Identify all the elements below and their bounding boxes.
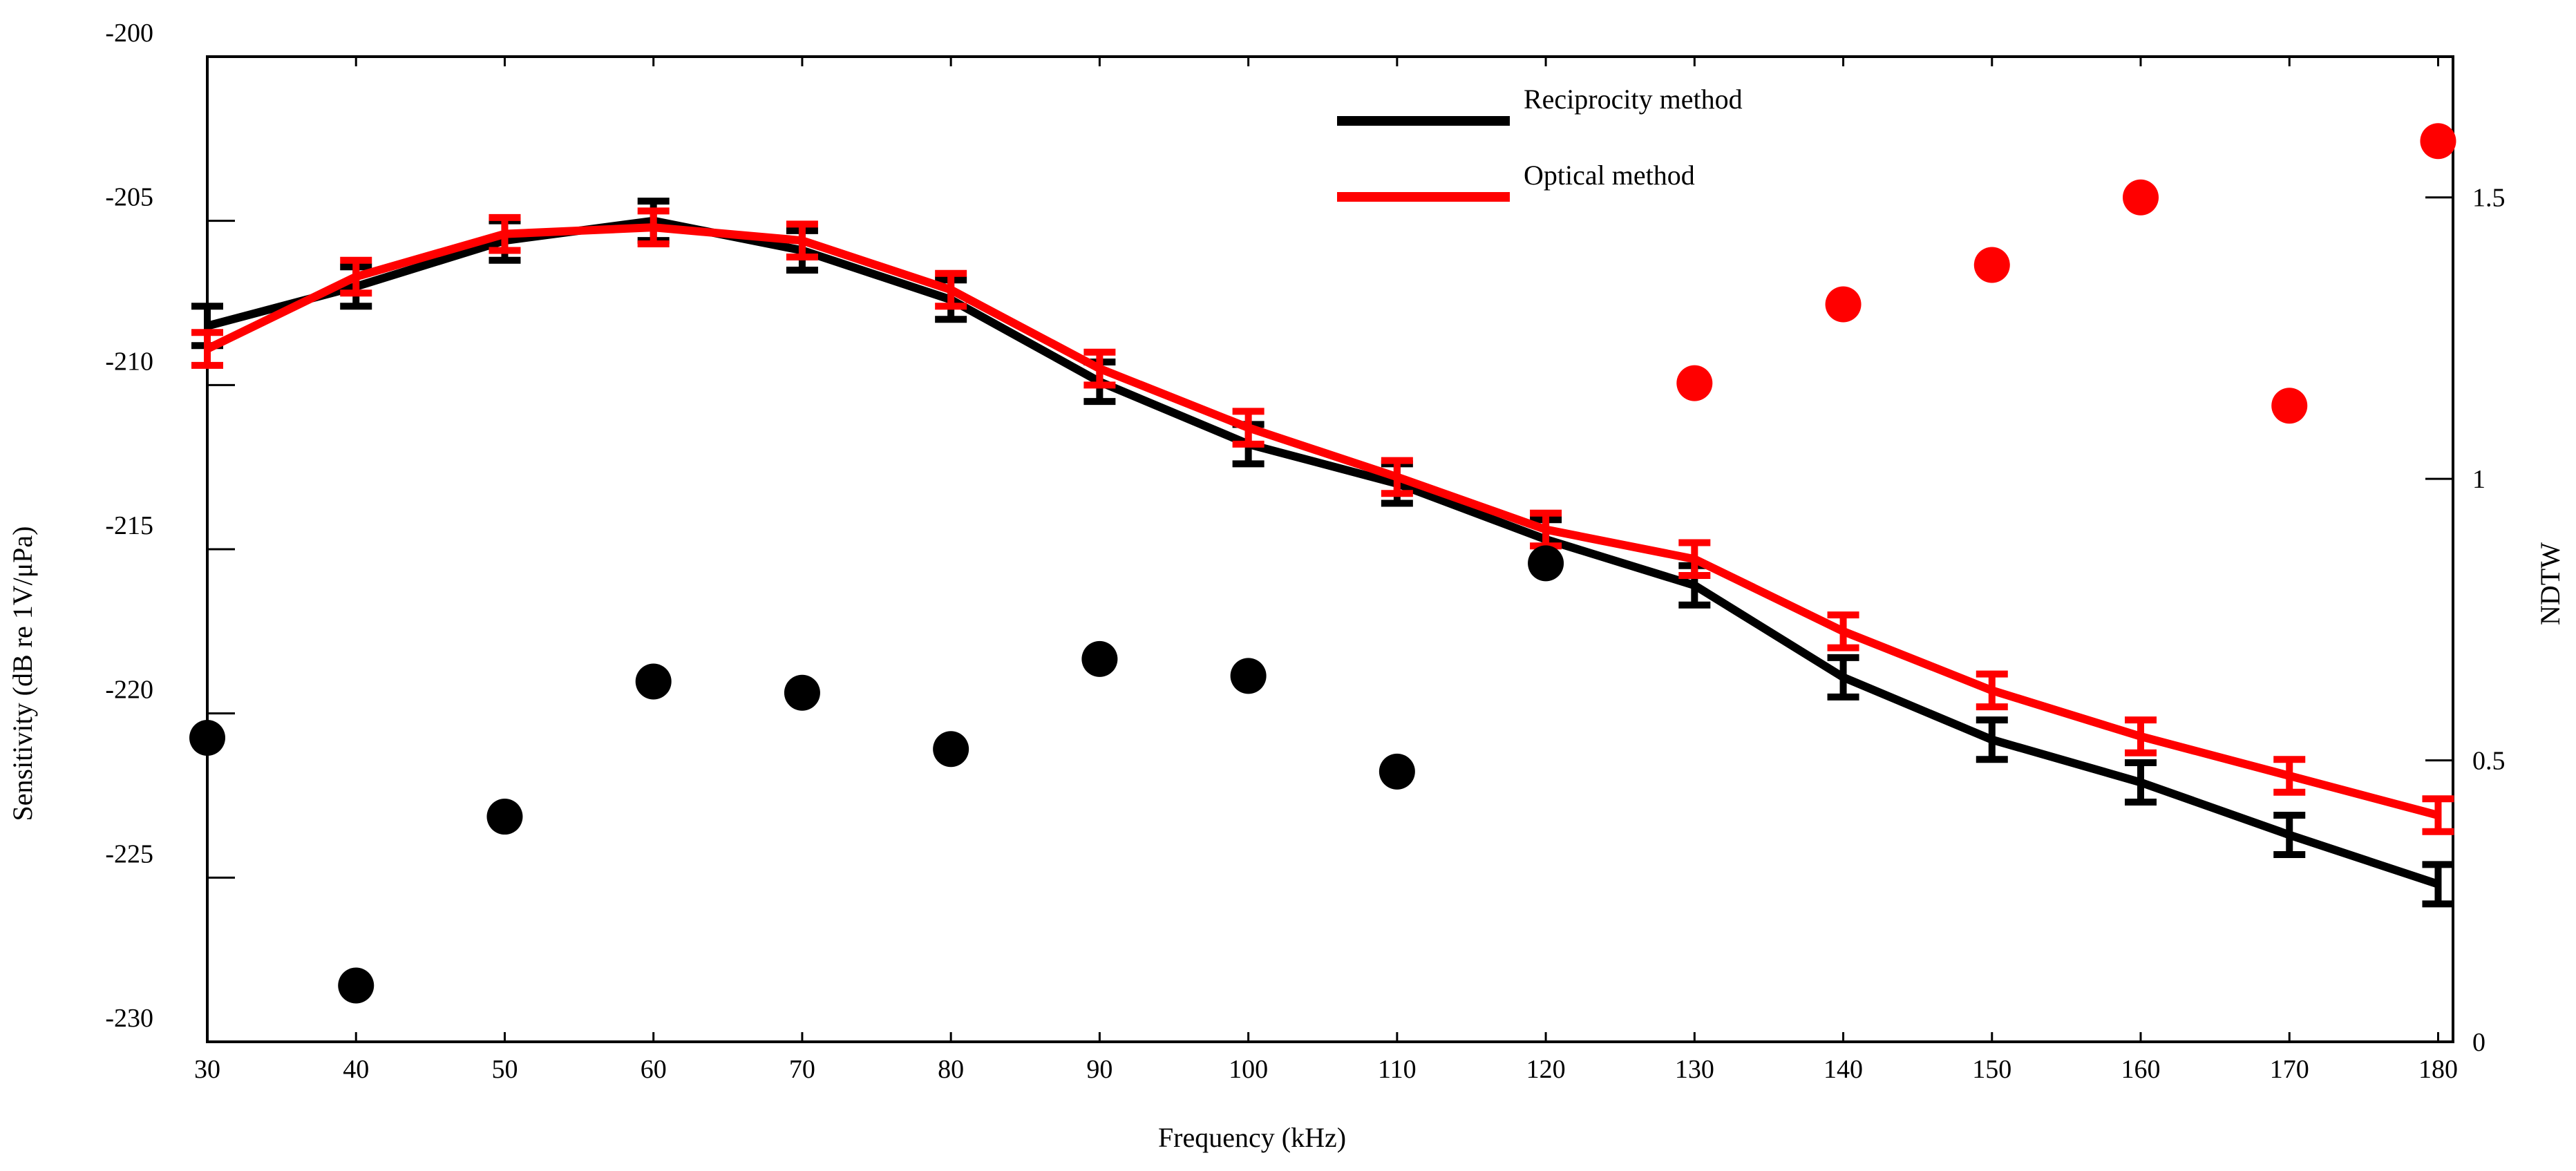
x-tick-label: 110 xyxy=(1378,1055,1417,1084)
error-bar-optical xyxy=(2422,795,2454,835)
y-tick-label: -220 xyxy=(105,676,153,705)
error-bar-optical xyxy=(786,220,818,260)
y-tick-label: -215 xyxy=(105,511,153,540)
ndtw-point-red xyxy=(2123,179,2159,216)
ndtw-point-black xyxy=(486,799,523,835)
series-line-optical xyxy=(205,223,2440,819)
x-tick-label: 70 xyxy=(789,1055,815,1084)
ndtw-point-black xyxy=(189,719,225,756)
error-bar-reciprocity xyxy=(2125,759,2157,806)
error-bar-optical xyxy=(1827,611,1859,651)
x-tick-label: 170 xyxy=(2270,1055,2309,1084)
y-tick-label: -230 xyxy=(105,1004,153,1033)
y2-tick-label: 0 xyxy=(2472,1028,2485,1057)
ndtw-point-black xyxy=(338,967,375,1004)
legend-label-optical: Optical method xyxy=(1524,160,1695,191)
y-axis-title: Sensitivity (dB re 1V/μPa) xyxy=(7,526,38,821)
x-tick-label: 160 xyxy=(2121,1055,2161,1084)
y-tick-label: -210 xyxy=(105,347,153,376)
error-bar-optical xyxy=(489,213,521,254)
ndtw-point-black xyxy=(635,663,672,700)
error-bar-optical xyxy=(2273,756,2306,796)
ndtw-points xyxy=(189,123,2456,1004)
y-tick-label: -225 xyxy=(105,839,153,868)
x-axis-title: Frequency (kHz) xyxy=(1158,1122,1346,1153)
ndtw-point-red xyxy=(2271,388,2308,424)
error-bar-reciprocity xyxy=(1976,716,2008,763)
y2-tick-label: 1 xyxy=(2472,465,2485,494)
ndtw-point-black xyxy=(1528,545,1564,582)
y2-axis-title: NDTW xyxy=(2535,542,2566,625)
error-bar-optical xyxy=(1976,670,2008,711)
error-bar-optical xyxy=(1381,457,1413,497)
ndtw-point-red xyxy=(1973,247,2010,283)
x-axis: 30 40 50 60 70 80 90 100 110 120 130 140 150 160 170 18… xyxy=(194,57,2458,1084)
ndtw-point-black xyxy=(1230,658,1267,694)
x-tick-label: 40 xyxy=(343,1055,369,1084)
series-layer xyxy=(191,198,2454,908)
error-bar-optical xyxy=(191,329,223,369)
ndtw-point-black xyxy=(1081,640,1118,677)
x-tick-label: 60 xyxy=(641,1055,667,1084)
y2-tick-label: 1.5 xyxy=(2472,184,2506,213)
ndtw-point-red xyxy=(1825,286,1862,323)
ndtw-point-red xyxy=(2420,123,2456,160)
error-bar-optical xyxy=(1678,539,1711,580)
x-tick-label: 90 xyxy=(1086,1055,1112,1084)
x-tick-label: 120 xyxy=(1526,1055,1566,1084)
y-tick-label: -205 xyxy=(105,183,153,212)
y2-tick-label: 0.5 xyxy=(2472,747,2506,776)
x-tick-label: 100 xyxy=(1229,1055,1268,1084)
x-tick-label: 130 xyxy=(1675,1055,1714,1084)
ndtw-point-black xyxy=(1379,753,1415,790)
legend: Reciprocity method Optical method xyxy=(1337,84,1743,202)
error-bar-reciprocity xyxy=(2422,861,2454,908)
error-bar-reciprocity xyxy=(2273,812,2306,859)
y-tick-label: -200 xyxy=(105,19,153,48)
error-bar-optical xyxy=(1083,348,1116,389)
legend-label-reciprocity: Reciprocity method xyxy=(1524,84,1743,115)
y-axis-left: -230 -225 -220 -215 -210 -205 -200 xyxy=(105,19,235,1043)
x-tick-label: 80 xyxy=(938,1055,964,1084)
error-bar-optical xyxy=(935,269,967,310)
x-tick-label: 30 xyxy=(194,1055,220,1084)
error-bar-optical xyxy=(340,256,372,297)
error-bar-optical xyxy=(637,207,670,247)
ndtw-point-red xyxy=(1676,365,1713,401)
ndtw-point-black xyxy=(784,674,820,711)
error-bar-reciprocity xyxy=(1827,654,1859,701)
x-tick-label: 140 xyxy=(1824,1055,1863,1084)
y-axis-right: 0 0.5 1 1.5 xyxy=(2425,184,2506,1057)
ndtw-point-black xyxy=(933,731,969,768)
x-tick-label: 180 xyxy=(2418,1055,2458,1084)
x-tick-label: 150 xyxy=(1972,1055,2011,1084)
error-bar-optical xyxy=(1232,408,1265,448)
x-tick-label: 50 xyxy=(491,1055,518,1084)
error-bar-optical xyxy=(2125,716,2157,756)
